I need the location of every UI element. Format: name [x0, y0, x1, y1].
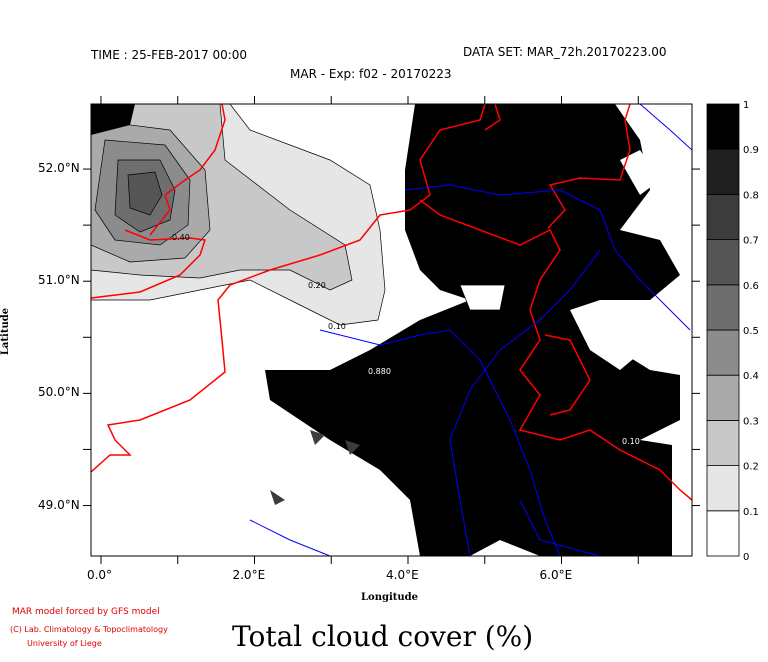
- lon-tick-label: 6.0°E: [539, 568, 573, 582]
- country-borders: [91, 104, 692, 501]
- contour-label: 0.880: [368, 367, 391, 376]
- lat-tick-label: 51.0°N: [38, 273, 80, 288]
- colorbar-label: 1: [743, 100, 749, 111]
- colorbar: 0 0.1 0.2 0.3 0.4 0.5 0.6 0.7 0.8 0.9 1: [706, 100, 759, 563]
- colorbar-label: 0.9: [743, 145, 759, 156]
- colorbar-label: 0.1: [743, 507, 759, 518]
- lat-tick-label: 52.0°N: [38, 161, 80, 176]
- rivers: [249, 104, 692, 556]
- time-label: TIME : 25-FEB-2017 00:00: [91, 48, 248, 62]
- lon-tick-label: 2.0°E: [232, 568, 266, 582]
- lat-tick-label: 50.0°N: [38, 385, 80, 400]
- colorbar-label: 0.3: [743, 416, 759, 427]
- colorbar-band: [706, 103, 740, 150]
- colorbar-label: 0.5: [743, 326, 759, 337]
- contour-label: 0.10: [328, 322, 346, 331]
- colorbar-band: [706, 193, 740, 240]
- map-frame: [90, 103, 693, 557]
- colorbar-label: 0.4: [743, 371, 759, 382]
- lon-tick-label: 4.0°E: [386, 568, 419, 582]
- colorbar-band: [706, 284, 740, 331]
- colorbar-label: 0.2: [743, 462, 759, 473]
- x-axis-label: Longitude: [361, 592, 419, 603]
- plot-title: Total cloud cover (%): [232, 620, 534, 653]
- colorbar-label: 0.8: [743, 190, 759, 201]
- y-axis-label: Latitude: [0, 307, 12, 356]
- lon-tick-label: 0.0°: [86, 568, 113, 582]
- contour-label: 0.10: [622, 437, 640, 446]
- contour-label: 0.40: [172, 233, 190, 242]
- colorbar-band: [706, 148, 740, 195]
- lat-tick-label: 49.0°N: [38, 497, 80, 512]
- contour-labels: 0.40 0.20 0.10 0.880 0.10: [172, 233, 640, 446]
- credit-university: University of Liege: [27, 639, 102, 648]
- colorbar-label: 0: [743, 552, 749, 563]
- contour-label: 0.20: [308, 281, 326, 290]
- dataset-label: DATA SET: MAR_72h.20170223.00: [463, 45, 667, 59]
- colorbar-band: [706, 510, 740, 557]
- colorbar-band: [706, 419, 740, 466]
- credit-lab: (C) Lab. Climatology & Topoclimatology: [10, 625, 168, 634]
- cloud-field: [91, 104, 680, 556]
- experiment-label: MAR - Exp: f02 - 20170223: [290, 67, 452, 81]
- colorbar-band: [706, 239, 740, 286]
- colorbar-band: [706, 329, 740, 376]
- colorbar-band: [706, 374, 740, 421]
- colorbar-band: [706, 465, 740, 512]
- colorbar-label: 0.6: [743, 281, 759, 292]
- credit-model: MAR model forced by GFS model: [12, 607, 160, 617]
- colorbar-label: 0.7: [743, 236, 759, 247]
- axis-ticks: [83, 96, 700, 564]
